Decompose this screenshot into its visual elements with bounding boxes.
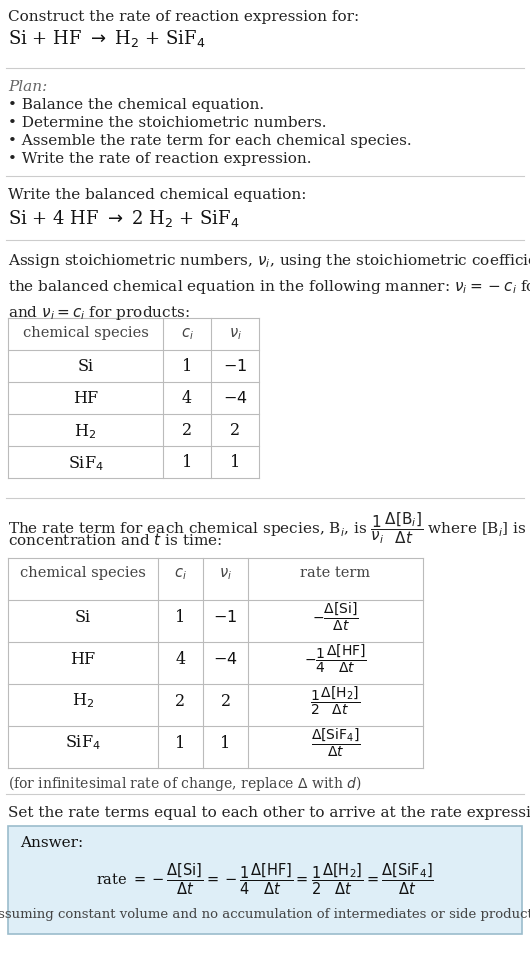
Text: Plan:: Plan: [8,80,47,94]
Text: (for infinitesimal rate of change, replace $\Delta$ with $d$): (for infinitesimal rate of change, repla… [8,774,362,793]
Text: SiF$_4$: SiF$_4$ [68,454,103,472]
Text: HF: HF [73,390,98,407]
Text: rate $= -\dfrac{\Delta[\mathrm{Si}]}{\Delta t} = -\dfrac{1}{4}\dfrac{\Delta[\mat: rate $= -\dfrac{\Delta[\mathrm{Si}]}{\De… [96,861,434,897]
Text: $-\dfrac{1}{4}\dfrac{\Delta[\mathrm{HF}]}{\Delta t}$: $-\dfrac{1}{4}\dfrac{\Delta[\mathrm{HF}]… [304,643,367,675]
Text: 2: 2 [220,693,231,710]
Text: 2: 2 [182,422,192,439]
Text: 4: 4 [175,650,186,668]
Text: • Balance the chemical equation.: • Balance the chemical equation. [8,98,264,112]
Text: chemical species: chemical species [20,566,146,580]
Text: 2: 2 [175,693,186,710]
Text: 4: 4 [182,390,192,407]
Text: $-1$: $-1$ [223,358,247,375]
Text: • Write the rate of reaction expression.: • Write the rate of reaction expression. [8,152,312,166]
Text: 1: 1 [182,358,192,375]
Text: 1: 1 [230,454,240,471]
Text: 1: 1 [175,735,186,752]
Text: $c_i$: $c_i$ [174,566,187,582]
Text: Write the balanced chemical equation:: Write the balanced chemical equation: [8,188,306,202]
Text: 2: 2 [230,422,240,439]
Text: $-\dfrac{\Delta[\mathrm{Si}]}{\Delta t}$: $-\dfrac{\Delta[\mathrm{Si}]}{\Delta t}$ [312,601,359,633]
Text: • Determine the stoichiometric numbers.: • Determine the stoichiometric numbers. [8,116,326,130]
Text: 1: 1 [182,454,192,471]
Text: SiF$_4$: SiF$_4$ [65,734,101,752]
Text: Si: Si [77,358,94,375]
Text: The rate term for each chemical species, B$_i$, is $\dfrac{1}{\nu_i}\dfrac{\Delt: The rate term for each chemical species,… [8,510,530,546]
Text: 1: 1 [175,608,186,626]
Text: H$_2$: H$_2$ [72,692,94,711]
FancyBboxPatch shape [8,826,522,934]
Text: $-4$: $-4$ [213,650,238,668]
Text: Answer:: Answer: [20,836,83,850]
Text: $\dfrac{\Delta[\mathrm{SiF_4}]}{\Delta t}$: $\dfrac{\Delta[\mathrm{SiF_4}]}{\Delta t… [311,727,360,759]
Text: $\nu_i$: $\nu_i$ [219,566,232,582]
Text: Assign stoichiometric numbers, $\nu_i$, using the stoichiometric coefficients, $: Assign stoichiometric numbers, $\nu_i$, … [8,252,530,322]
Text: HF: HF [70,650,95,668]
Text: Si + 4 HF $\rightarrow$ 2 H$_2$ + SiF$_4$: Si + 4 HF $\rightarrow$ 2 H$_2$ + SiF$_4… [8,208,240,229]
Text: • Assemble the rate term for each chemical species.: • Assemble the rate term for each chemic… [8,134,412,148]
Text: chemical species: chemical species [23,326,148,340]
Text: $\dfrac{1}{2}\dfrac{\Delta[\mathrm{H_2}]}{\Delta t}$: $\dfrac{1}{2}\dfrac{\Delta[\mathrm{H_2}]… [311,685,360,717]
Text: Si: Si [75,608,91,626]
Text: (assuming constant volume and no accumulation of intermediates or side products): (assuming constant volume and no accumul… [0,908,530,921]
Text: Construct the rate of reaction expression for:: Construct the rate of reaction expressio… [8,10,359,24]
Text: Si + HF $\rightarrow$ H$_2$ + SiF$_4$: Si + HF $\rightarrow$ H$_2$ + SiF$_4$ [8,28,205,49]
Text: rate term: rate term [301,566,370,580]
Text: concentration and $t$ is time:: concentration and $t$ is time: [8,532,222,548]
Text: $-1$: $-1$ [214,608,237,626]
Text: $-4$: $-4$ [223,390,248,407]
Text: $c_i$: $c_i$ [181,326,193,342]
Text: $\nu_i$: $\nu_i$ [228,326,242,342]
Text: Set the rate terms equal to each other to arrive at the rate expression:: Set the rate terms equal to each other t… [8,806,530,820]
Text: H$_2$: H$_2$ [74,422,96,441]
Text: 1: 1 [220,735,231,752]
